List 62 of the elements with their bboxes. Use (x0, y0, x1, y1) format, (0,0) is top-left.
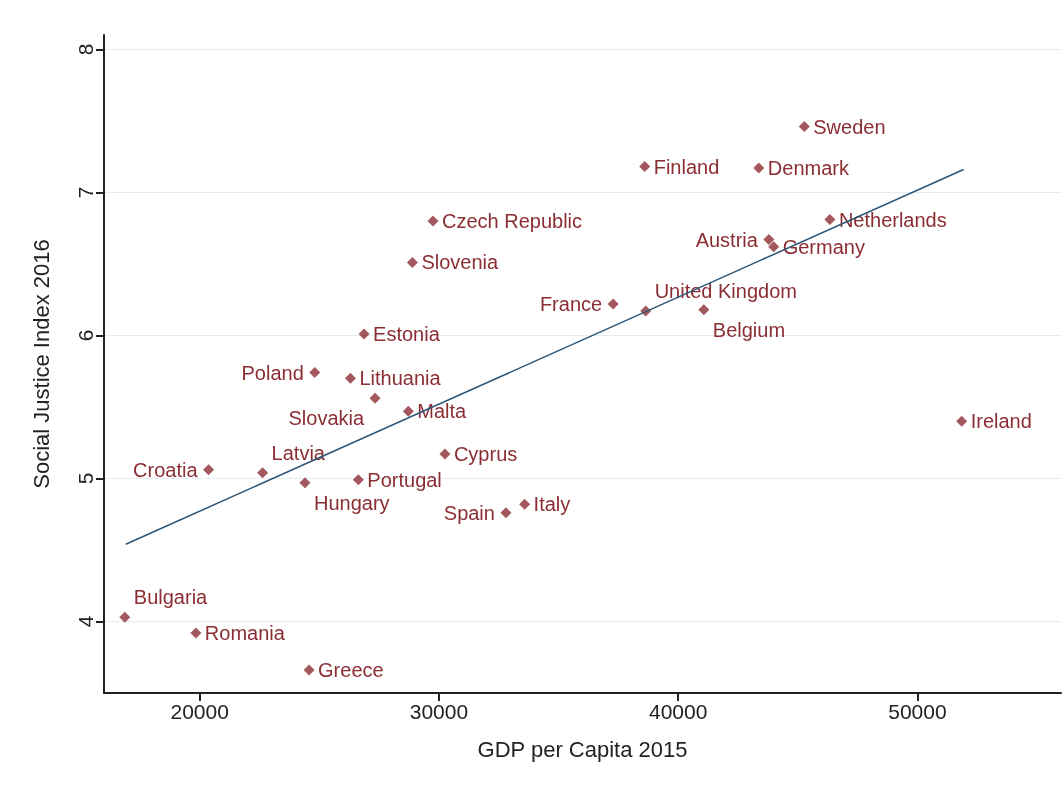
x-tick-label: 30000 (409, 700, 469, 723)
point (956, 415, 968, 427)
annotation: Austria (695, 228, 759, 251)
point (344, 372, 356, 384)
annotation: Portugal (367, 468, 442, 491)
point (763, 234, 775, 246)
y-tick-label: 8 (74, 43, 97, 56)
point (257, 467, 269, 479)
point (500, 507, 512, 519)
annotation: France (539, 292, 603, 315)
annotation: Slovakia (288, 407, 365, 430)
point (406, 256, 418, 268)
point (358, 328, 370, 340)
point (607, 298, 619, 310)
annotation: Cyprus (453, 443, 518, 466)
point (309, 367, 321, 379)
annotation: Hungary (313, 491, 390, 514)
x-tick-label: 50000 (888, 700, 947, 723)
annotation: Denmark (767, 157, 850, 180)
point (203, 464, 215, 476)
annotation: Lithuania (359, 367, 442, 390)
annotation: Poland (241, 361, 304, 384)
annotation: Estonia (373, 322, 441, 345)
point (402, 405, 414, 417)
point (190, 627, 202, 639)
y-axis-title: Social Justice Index 2016 (28, 239, 54, 489)
annotation: Sweden (813, 115, 886, 138)
y-tick-label: 6 (74, 329, 97, 342)
annotation: Malta (417, 400, 468, 423)
point (798, 121, 810, 133)
y-tick-label: 5 (74, 472, 97, 485)
annotation: Germany (782, 235, 865, 258)
point (824, 214, 836, 226)
point (369, 392, 381, 404)
point (698, 304, 710, 316)
x-tick-label: 40000 (649, 700, 708, 723)
point (303, 664, 315, 676)
annotation: Latvia (271, 441, 326, 464)
x-axis-title: GDP per Capita 2015 (477, 736, 688, 762)
point (352, 474, 364, 486)
annotation: Italy (533, 493, 571, 516)
point (768, 241, 780, 253)
point (427, 215, 439, 227)
annotation: Czech Republic (441, 209, 583, 232)
annotation: Finland (653, 155, 720, 178)
annotation: Slovenia (421, 251, 499, 274)
point (439, 448, 451, 460)
point (299, 477, 311, 489)
annotation: Ireland (970, 410, 1032, 433)
annotation: Romania (204, 621, 286, 644)
annotation: Bulgaria (133, 586, 209, 609)
x-tick-label: 20000 (170, 700, 229, 723)
y-tick-label: 4 (74, 615, 97, 628)
annotation: Croatia (133, 458, 199, 481)
point (639, 161, 651, 173)
y-tick-label: 7 (74, 186, 97, 199)
point (119, 611, 131, 623)
annotation: Spain (443, 501, 495, 524)
point (519, 498, 531, 510)
annotation: Belgium (712, 318, 786, 341)
annotation: Greece (318, 659, 384, 682)
point (753, 162, 765, 174)
